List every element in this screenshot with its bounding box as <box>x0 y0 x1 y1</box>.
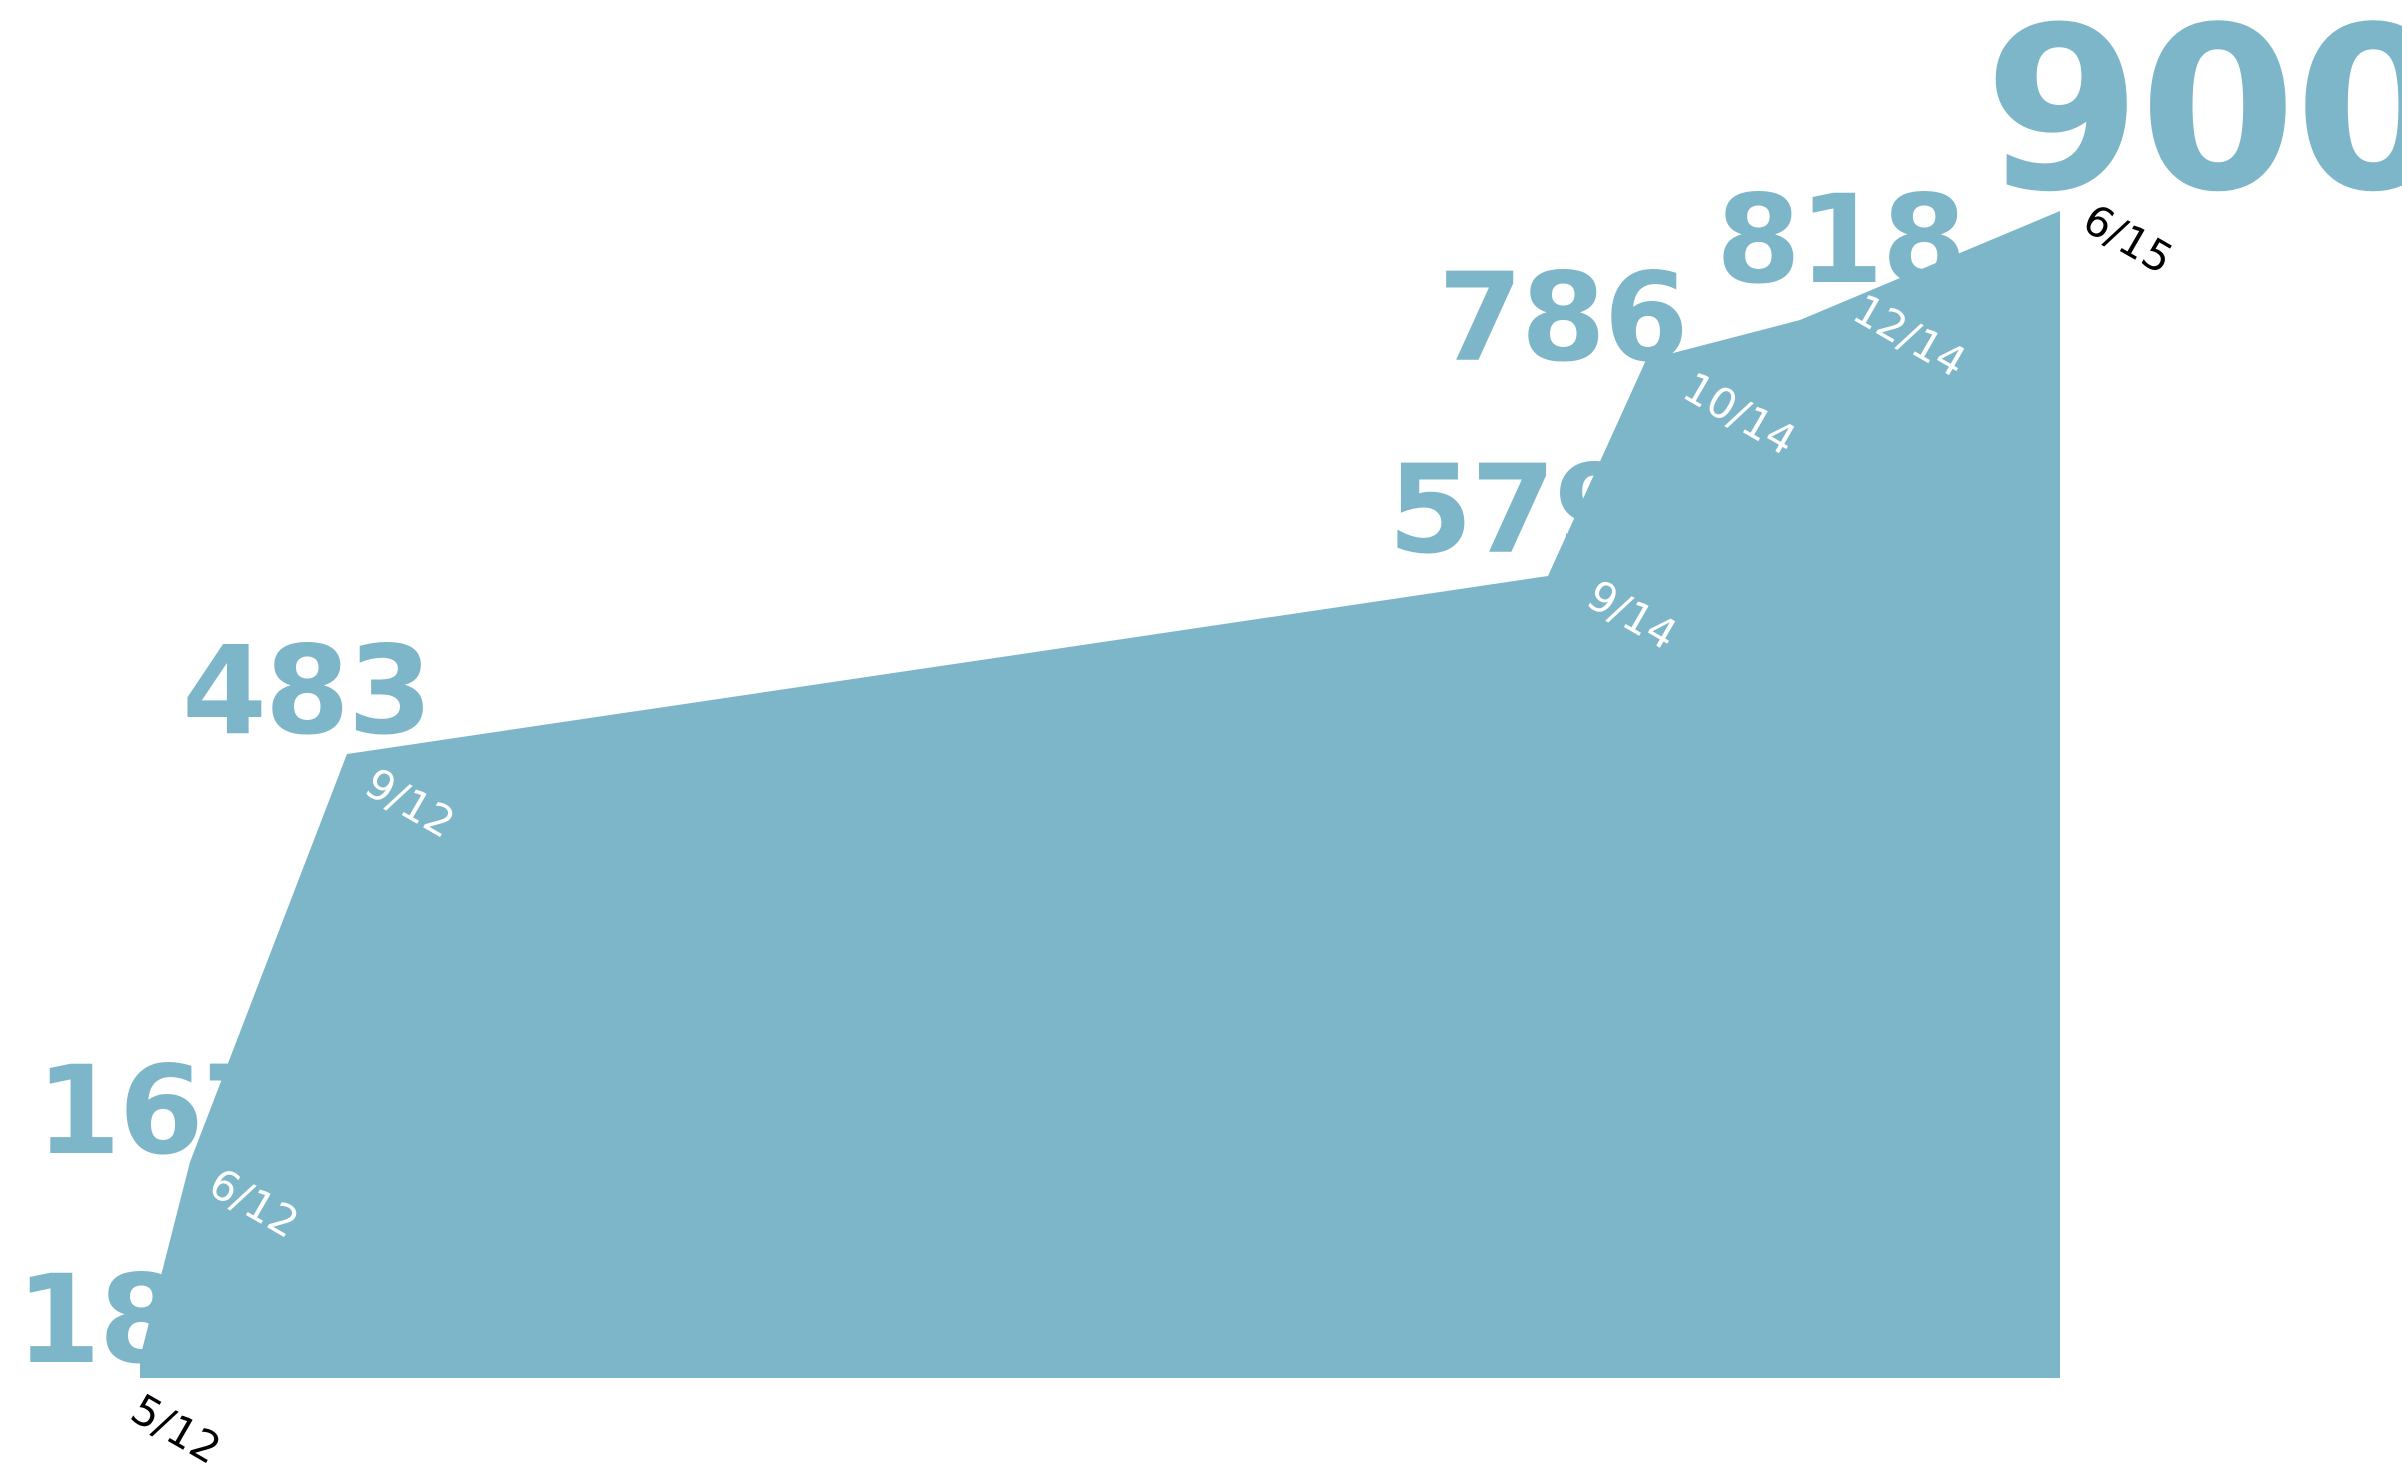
date-label: 5/12 <box>123 1384 229 1467</box>
value-label: 786 <box>1438 247 1687 389</box>
value-label: 483 <box>182 620 431 762</box>
value-label: 18 <box>16 1249 182 1391</box>
value-label: 167 <box>36 1040 285 1182</box>
value-label: 579 <box>1388 439 1637 581</box>
value-label: 900+ <box>1984 0 2402 242</box>
value-label: 818 <box>1716 169 1965 311</box>
area-fill <box>140 211 2060 1378</box>
